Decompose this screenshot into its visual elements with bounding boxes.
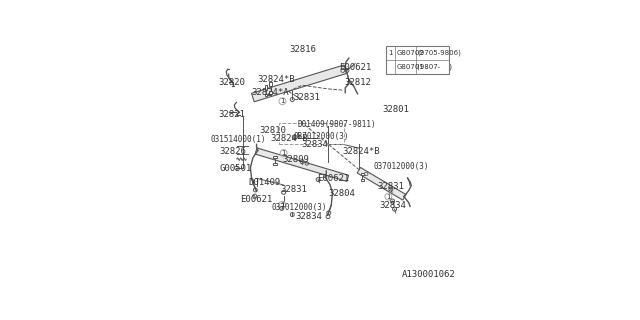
Bar: [280, 124, 344, 144]
Text: 32831: 32831: [280, 185, 307, 195]
Bar: [269, 82, 272, 86]
Text: 32831: 32831: [378, 182, 404, 191]
Text: 037012000(3): 037012000(3): [294, 132, 349, 141]
Text: 32834: 32834: [380, 202, 406, 211]
Text: 32801: 32801: [382, 105, 409, 114]
Bar: [273, 156, 276, 158]
Bar: [361, 173, 364, 175]
Text: G00501: G00501: [220, 164, 252, 173]
Polygon shape: [357, 167, 406, 200]
Bar: [269, 92, 272, 94]
Text: 1: 1: [282, 150, 286, 156]
Text: 32804: 32804: [328, 189, 355, 198]
Text: D01409(9807-9811): D01409(9807-9811): [298, 120, 376, 129]
Text: 1: 1: [386, 194, 390, 200]
Text: G80702: G80702: [396, 50, 424, 56]
Text: 32821: 32821: [218, 110, 245, 119]
Text: 32824*B: 32824*B: [343, 147, 380, 156]
Polygon shape: [255, 148, 349, 181]
Text: 32820: 32820: [218, 78, 245, 87]
Text: 32834: 32834: [301, 140, 328, 149]
Text: A130001062: A130001062: [402, 270, 456, 279]
Text: 031514000(1): 031514000(1): [211, 135, 266, 144]
Text: 32824*B: 32824*B: [258, 75, 296, 84]
Text: 32831: 32831: [294, 93, 321, 102]
Text: (9705-9806): (9705-9806): [417, 50, 461, 56]
Text: 32824*B: 32824*B: [271, 134, 308, 143]
Bar: [273, 163, 276, 165]
Text: 1: 1: [280, 202, 284, 208]
Bar: [361, 179, 364, 181]
Text: G80701: G80701: [396, 64, 424, 70]
Text: D01409: D01409: [248, 178, 280, 187]
Text: (9807-    ): (9807- ): [417, 64, 452, 70]
Text: 32816: 32816: [290, 45, 317, 54]
Text: 037012000(3): 037012000(3): [271, 203, 327, 212]
Bar: [265, 85, 267, 90]
Text: 32826: 32826: [220, 147, 246, 156]
Text: E00621: E00621: [339, 63, 371, 72]
Text: 32809: 32809: [282, 155, 309, 164]
Text: 32824*A: 32824*A: [252, 88, 289, 97]
Text: 037012000(3): 037012000(3): [374, 162, 429, 171]
Text: E00621: E00621: [241, 195, 273, 204]
Bar: [265, 94, 267, 96]
Text: 1: 1: [280, 98, 285, 104]
Bar: [386, 46, 449, 74]
Text: 1: 1: [388, 50, 393, 56]
Text: 32812: 32812: [344, 78, 371, 87]
Text: 32834: 32834: [296, 212, 323, 221]
Polygon shape: [252, 65, 346, 102]
Text: 32810: 32810: [259, 126, 286, 135]
Text: E00621: E00621: [317, 174, 349, 183]
